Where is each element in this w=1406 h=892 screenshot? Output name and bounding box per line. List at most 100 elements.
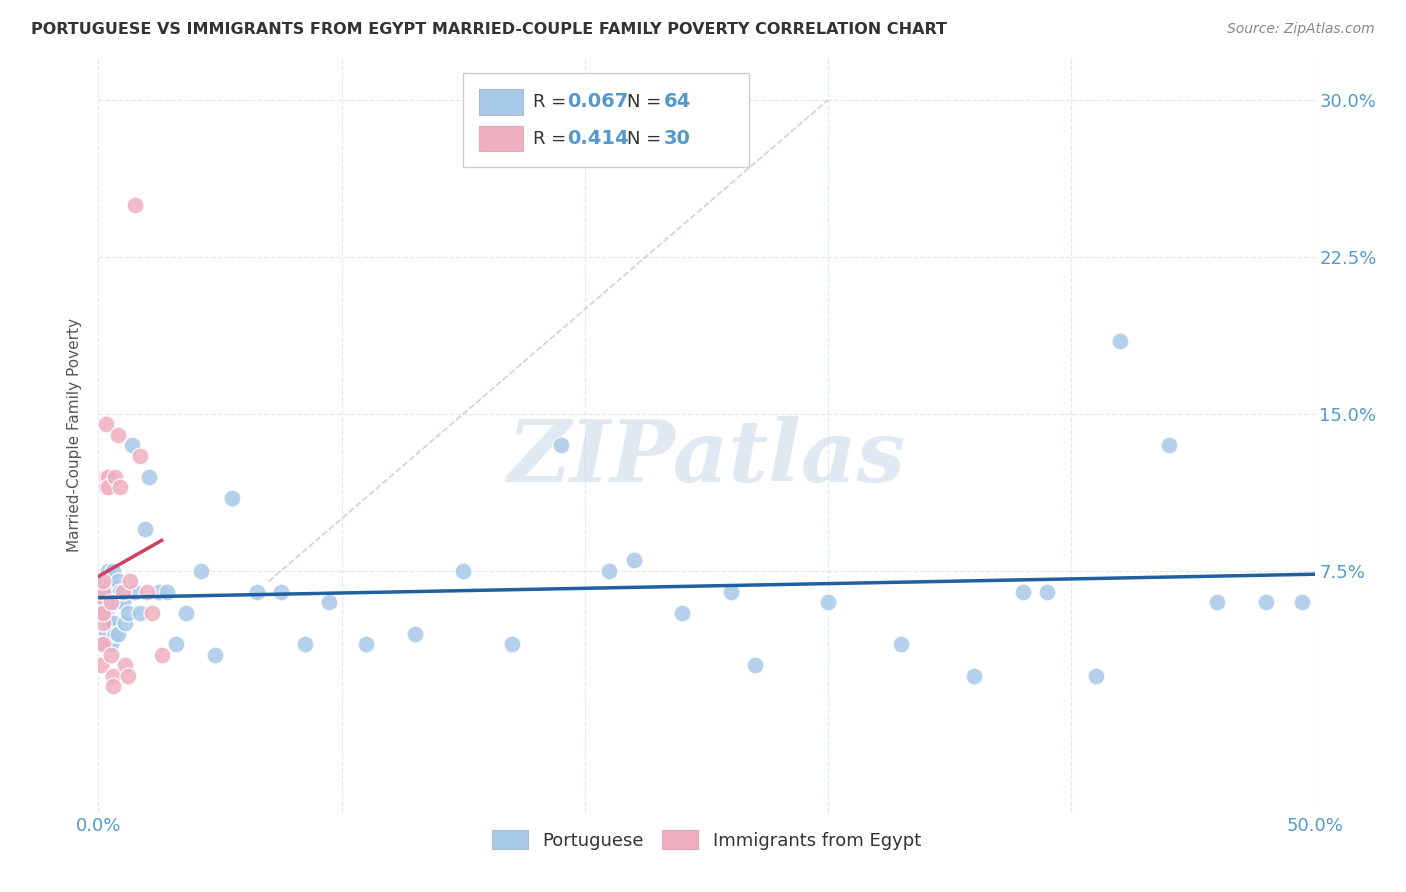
Point xyxy=(100,595,122,609)
Point xyxy=(128,449,150,463)
Point xyxy=(94,626,117,640)
Text: Source: ZipAtlas.com: Source: ZipAtlas.com xyxy=(1227,22,1375,37)
Point xyxy=(204,648,226,662)
Point xyxy=(141,606,163,620)
Point xyxy=(124,585,146,599)
Point xyxy=(1254,595,1277,609)
Point xyxy=(165,637,187,651)
Point xyxy=(94,480,117,494)
Text: 0.067: 0.067 xyxy=(567,92,628,112)
Point xyxy=(453,564,475,578)
Text: 30: 30 xyxy=(664,129,690,148)
Text: ZIPatlas: ZIPatlas xyxy=(508,416,905,500)
Point xyxy=(97,616,120,631)
Point xyxy=(91,606,114,620)
Point xyxy=(294,637,316,651)
Text: N =: N = xyxy=(627,129,668,148)
Point xyxy=(107,427,129,442)
Point xyxy=(91,574,114,589)
Point xyxy=(318,595,340,609)
Point xyxy=(501,637,523,651)
Text: 0.414: 0.414 xyxy=(567,129,628,148)
Point xyxy=(100,574,122,589)
Point xyxy=(117,668,139,682)
Point xyxy=(1084,668,1107,682)
FancyBboxPatch shape xyxy=(464,73,749,168)
Point xyxy=(270,585,292,599)
Point xyxy=(114,658,136,673)
Point xyxy=(623,553,645,567)
Point xyxy=(117,606,139,620)
Point xyxy=(94,585,117,599)
Point xyxy=(114,616,136,631)
Point xyxy=(138,469,160,483)
Point xyxy=(91,574,114,589)
Point xyxy=(91,637,114,651)
Point xyxy=(111,595,134,609)
Point xyxy=(744,658,766,673)
Point xyxy=(136,585,159,599)
Point xyxy=(90,658,112,673)
Point xyxy=(598,564,620,578)
Point xyxy=(671,606,693,620)
Point xyxy=(963,668,986,682)
Point xyxy=(1109,334,1132,348)
Point xyxy=(190,564,212,578)
Point xyxy=(101,585,124,599)
Point xyxy=(90,606,112,620)
Point xyxy=(121,438,143,452)
Point xyxy=(101,564,124,578)
Legend: Portuguese, Immigrants from Egypt: Portuguese, Immigrants from Egypt xyxy=(485,823,928,857)
Point xyxy=(97,637,120,651)
Point xyxy=(104,469,127,483)
Point xyxy=(245,585,267,599)
Point xyxy=(97,595,120,609)
Point xyxy=(101,668,124,682)
FancyBboxPatch shape xyxy=(479,89,523,114)
Point xyxy=(107,626,129,640)
Point xyxy=(94,606,117,620)
Point xyxy=(100,637,122,651)
Point xyxy=(1291,595,1313,609)
Point xyxy=(100,595,122,609)
Point xyxy=(91,595,114,609)
Text: R =: R = xyxy=(533,93,572,111)
Point xyxy=(1157,438,1180,452)
Point xyxy=(100,648,122,662)
Point xyxy=(90,637,112,651)
Point xyxy=(97,469,120,483)
Point xyxy=(110,480,132,494)
Point xyxy=(150,648,173,662)
Point xyxy=(720,585,742,599)
Point xyxy=(1011,585,1033,599)
Point xyxy=(404,626,426,640)
Point xyxy=(97,564,120,578)
Point xyxy=(107,574,129,589)
Point xyxy=(221,491,243,505)
Point xyxy=(94,574,117,589)
Point xyxy=(124,197,146,211)
Point xyxy=(101,679,124,693)
Point xyxy=(104,595,127,609)
FancyBboxPatch shape xyxy=(479,126,523,152)
Point xyxy=(174,606,197,620)
Point xyxy=(1036,585,1059,599)
Point xyxy=(148,585,170,599)
Point xyxy=(90,595,112,609)
Point xyxy=(354,637,377,651)
Text: N =: N = xyxy=(627,93,668,111)
Y-axis label: Married-Couple Family Poverty: Married-Couple Family Poverty xyxy=(67,318,83,552)
Point xyxy=(91,585,114,599)
Point xyxy=(94,469,117,483)
Point xyxy=(97,480,120,494)
Point xyxy=(94,417,117,432)
Point xyxy=(110,585,132,599)
Point xyxy=(91,585,114,599)
Text: R =: R = xyxy=(533,129,572,148)
Text: 64: 64 xyxy=(664,92,692,112)
Point xyxy=(1206,595,1229,609)
Point xyxy=(550,438,572,452)
Point xyxy=(101,616,124,631)
Text: PORTUGUESE VS IMMIGRANTS FROM EGYPT MARRIED-COUPLE FAMILY POVERTY CORRELATION CH: PORTUGUESE VS IMMIGRANTS FROM EGYPT MARR… xyxy=(31,22,946,37)
Point xyxy=(91,616,114,631)
